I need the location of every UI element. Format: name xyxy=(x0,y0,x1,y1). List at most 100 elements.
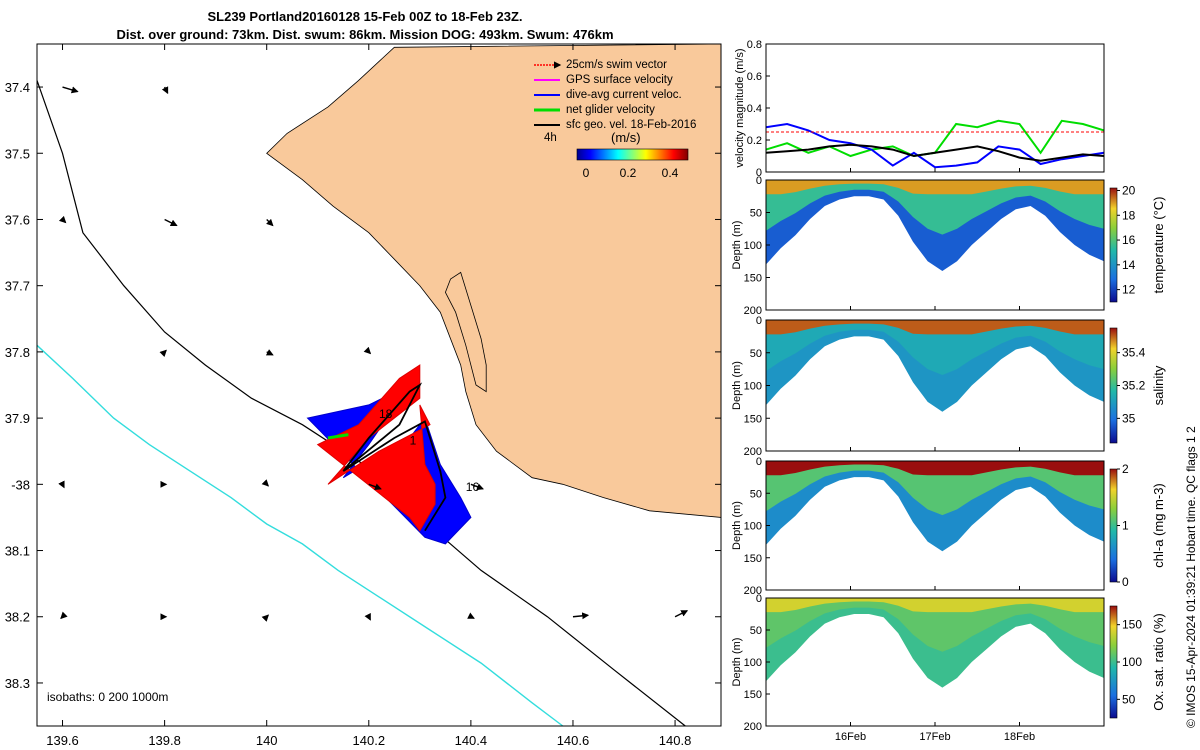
map-panel: 18 1 16 139.6 139.8 140 140.2 140.4 140.6 140.8 3… xyxy=(5,43,722,748)
section-colorbar-label: temperature (°C) xyxy=(1151,197,1166,294)
sfc-geo-velocity-vector xyxy=(58,215,67,224)
section-y-tick-label: 200 xyxy=(744,305,762,317)
section-panel-oxygen: 0 50 100 150 200 Depth (m) 50 100 150 Ox. sat. ra… xyxy=(731,593,1166,733)
velocity-plot-area xyxy=(766,44,1104,172)
side-caption: © IMOS 15-Apr-2024 01:39:21 Hobart time.… xyxy=(1184,426,1198,728)
sfc-geo-velocity-vector xyxy=(364,612,371,621)
legend-colorbar-title: (m/s) xyxy=(611,130,641,145)
section-surface-layer xyxy=(766,461,1104,476)
section-y-tick-label: 0 xyxy=(756,175,762,187)
section-mid-layer xyxy=(766,320,1104,376)
section-ylabel: Depth (m) xyxy=(731,221,743,270)
title-line-2: Dist. over ground: 73km. Dist. swum: 86k… xyxy=(116,27,614,42)
x-tick-label: 140 xyxy=(256,733,278,748)
velocity-y-tick-label: 0.8 xyxy=(747,39,762,51)
map-axes: 139.6 139.8 140 140.2 140.4 140.6 140.8 37.4 37.… xyxy=(5,44,721,748)
section-ylabel: Depth (m) xyxy=(731,501,743,550)
legend-colorbar xyxy=(576,148,689,161)
isobath-1000 xyxy=(36,344,564,727)
velocity-series-line xyxy=(765,122,1105,169)
map-legend: 25cm/s swim vector GPS surface velocity … xyxy=(534,59,696,180)
colorbar-tick-label: 35.4 xyxy=(1122,346,1146,360)
colorbar-tick-label: 0 xyxy=(1122,575,1129,589)
track-time-label: 18 xyxy=(379,407,393,421)
sfc-geo-velocity-vector xyxy=(161,86,169,95)
x-tick-label: 140.8 xyxy=(659,733,692,748)
legend-time-label: 4h xyxy=(544,132,557,144)
time-tick-label: 16Feb xyxy=(835,731,866,743)
legend-colorbar-tick: 0 xyxy=(583,166,590,180)
section-panel-chl-a: 0 50 100 150 200 Depth (m) 0 1 2 chl-a (mg m-3) xyxy=(731,456,1166,597)
track-time-label: 1 xyxy=(410,434,417,448)
section-y-tick-label: 100 xyxy=(744,521,762,533)
legend-label-net-glider: net glider velocity xyxy=(566,104,655,116)
legend-colorbar-tick: 0.4 xyxy=(662,166,679,180)
legend-colorbar-tick: 0.2 xyxy=(620,166,637,180)
colorbar-tick-label: 50 xyxy=(1122,692,1136,706)
map-frame xyxy=(36,43,722,727)
section-y-tick-label: 150 xyxy=(744,413,762,425)
section-y-tick-label: 50 xyxy=(750,348,762,360)
y-tick-label: 37.6 xyxy=(5,212,30,227)
y-tick-label: 37.9 xyxy=(5,411,30,426)
time-tick-label: 17Feb xyxy=(919,731,950,743)
velocity-y-tick-label: 0 xyxy=(756,167,762,179)
section-surface-layer xyxy=(766,180,1104,195)
colorbar-tick-label: 12 xyxy=(1122,283,1136,297)
map-content: 18 1 16 xyxy=(36,43,722,727)
sfc-geo-velocity-vector xyxy=(261,614,270,622)
legend-label-gps: GPS surface velocity xyxy=(566,74,673,86)
section-ylabel: Depth (m) xyxy=(731,361,743,410)
y-tick-label: 37.7 xyxy=(5,279,30,294)
y-tick-label: 37.8 xyxy=(5,345,30,360)
y-tick-label: 37.5 xyxy=(5,146,30,161)
section-y-tick-label: 150 xyxy=(744,689,762,701)
sfc-geo-velocity-vector xyxy=(159,349,167,357)
legend-label-swim: 25cm/s swim vector xyxy=(566,59,667,71)
section-colorbar xyxy=(1109,468,1118,583)
colorbar-tick-label: 100 xyxy=(1122,655,1142,669)
section-surface-layer xyxy=(766,598,1104,613)
colorbar-tick-label: 20 xyxy=(1122,183,1136,197)
section-y-tick-label: 200 xyxy=(744,585,762,597)
sfc-geo-velocity-vector xyxy=(261,479,270,487)
section-y-tick-label: 0 xyxy=(756,593,762,605)
colorbar-tick-label: 18 xyxy=(1122,208,1136,222)
sfc-geo-velocity-vector xyxy=(60,611,68,620)
sfc-geo-velocity-vector xyxy=(363,346,372,355)
section-y-tick-label: 150 xyxy=(744,553,762,565)
sfc-geo-velocity-vector xyxy=(674,610,689,618)
track-time-label: 16 xyxy=(466,480,480,494)
x-tick-label: 140.6 xyxy=(557,733,590,748)
section-surface-layer xyxy=(766,320,1104,335)
velocity-y-tick-label: 0.4 xyxy=(747,103,762,115)
section-y-tick-label: 200 xyxy=(744,446,762,458)
colorbar-tick-label: 2 xyxy=(1122,462,1129,476)
section-mid-layer xyxy=(766,598,1104,652)
sfc-geo-velocity-vector xyxy=(470,483,484,491)
colorbar-tick-label: 14 xyxy=(1122,258,1136,272)
section-y-tick-label: 0 xyxy=(756,315,762,327)
section-y-tick-label: 0 xyxy=(756,456,762,468)
sfc-geo-velocity-vector xyxy=(572,612,590,620)
velocity-series-line xyxy=(765,143,1105,162)
section-ylabel: Depth (m) xyxy=(731,638,743,687)
glider-track xyxy=(342,382,447,532)
sfc-geo-velocity-vector xyxy=(265,349,274,356)
velocity-y-tick-label: 0.6 xyxy=(747,71,762,83)
figure-title: SL239 Portland20160128 15-Feb 00Z to 18-… xyxy=(0,8,730,44)
section-colorbar-label: salinity xyxy=(1151,365,1166,405)
section-colorbar xyxy=(1109,327,1118,444)
land-area xyxy=(266,43,722,518)
colorbar-tick-label: 35 xyxy=(1122,411,1136,425)
sfc-geo-velocity-vector xyxy=(164,218,178,227)
section-colorbar-label: Ox. sat. ratio (%) xyxy=(1151,613,1166,711)
y-tick-label: -38 xyxy=(11,477,30,492)
section-y-tick-label: 100 xyxy=(744,657,762,669)
sfc-geo-velocity-vector xyxy=(266,218,274,227)
net-glider-velocity-arrow xyxy=(327,433,349,440)
section-mid-layer xyxy=(766,461,1104,516)
legend-label-sfc-geo: sfc geo. vel. 18-Feb-2016 xyxy=(566,119,696,131)
